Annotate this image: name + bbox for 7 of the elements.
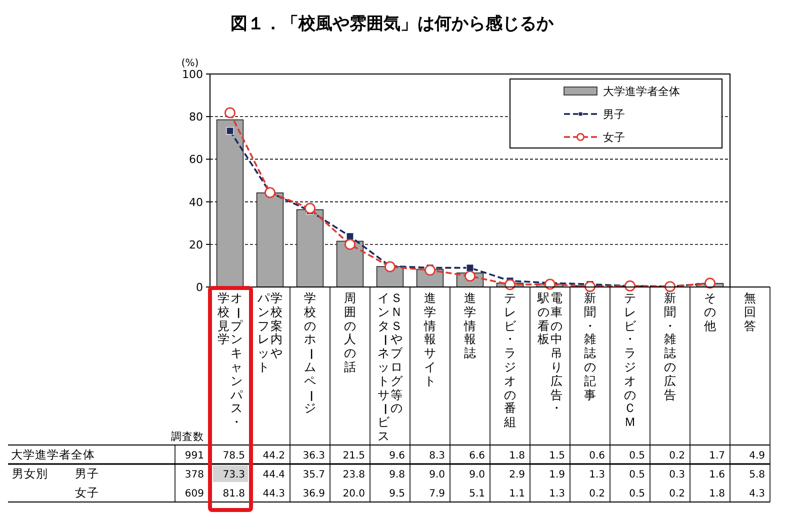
annotation: 609: [184, 488, 204, 500]
annotation: 991: [184, 450, 204, 462]
title: 図１．「校風や雰囲気」は何から感じるか: [230, 14, 554, 34]
annotation: 調査数: [171, 431, 204, 443]
annotation: 男女別: [12, 466, 48, 480]
annotation: 378: [184, 470, 204, 480]
ylabel: (%): [181, 58, 199, 69]
